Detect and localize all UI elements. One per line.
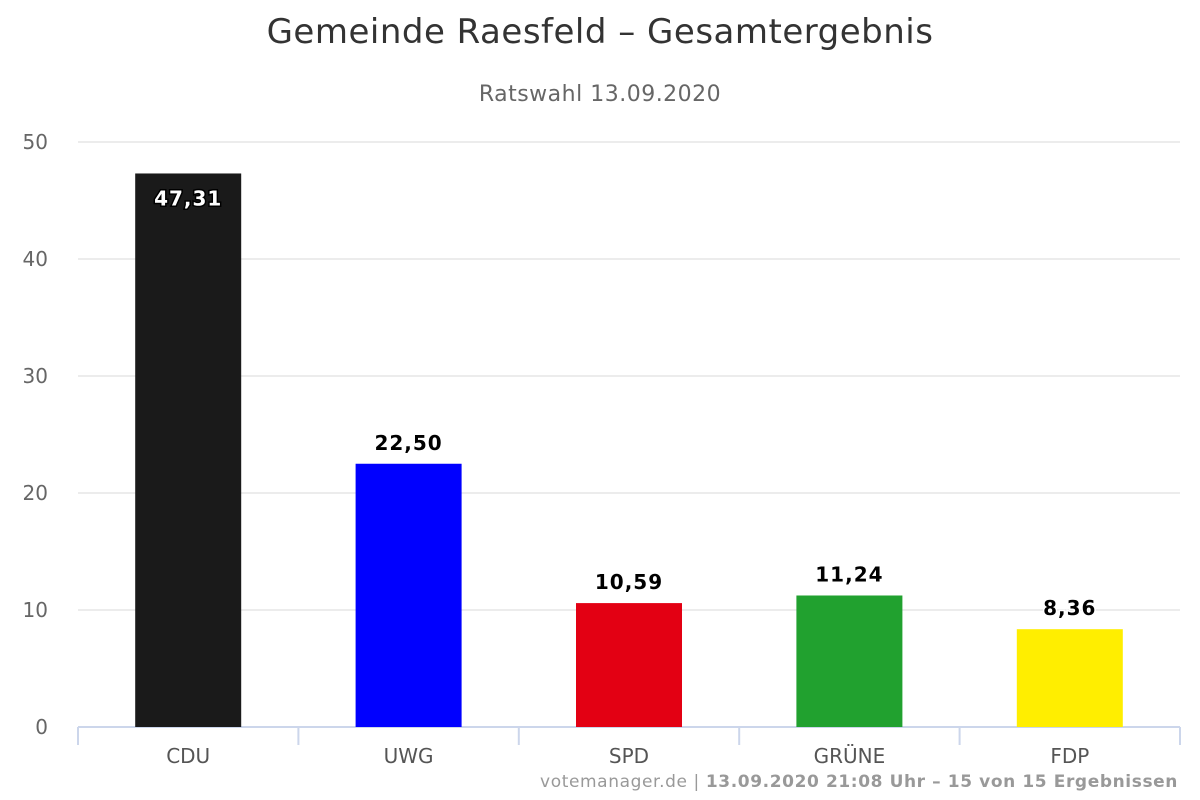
bar [576, 603, 682, 727]
x-tick-label: GRÜNE [814, 744, 886, 768]
data-label: 10,59 [595, 570, 663, 594]
y-tick-label: 50 [23, 130, 48, 154]
credits-status: 13.09.2020 21:08 Uhr – 15 von 15 Ergebni… [705, 772, 1178, 792]
y-tick-label: 30 [23, 364, 48, 388]
chart-title: Gemeinde Raesfeld – Gesamtergebnis [266, 12, 934, 52]
data-label: 8,36 [1043, 596, 1096, 620]
data-label: 22,50 [374, 431, 442, 455]
credits[interactable]: votemanager.de | 13.09.2020 21:08 Uhr – … [540, 772, 1178, 792]
x-tick-label: UWG [384, 744, 434, 768]
bar [796, 595, 903, 727]
credits-separator: | [687, 772, 706, 792]
y-tick-label: 20 [23, 481, 48, 505]
y-tick-label: 10 [23, 598, 48, 622]
x-tick-label: CDU [166, 744, 210, 768]
y-tick-label: 40 [23, 247, 48, 271]
bar [1016, 629, 1123, 727]
y-tick-label: 0 [35, 715, 48, 739]
x-tick-label: FDP [1050, 744, 1089, 768]
data-label: 11,24 [815, 562, 883, 586]
x-tick-label: SPD [609, 744, 649, 768]
bar [355, 463, 462, 727]
bar [135, 173, 242, 727]
data-label: 47,31 [154, 186, 222, 210]
credits-source[interactable]: votemanager.de [540, 772, 688, 792]
chart-subtitle: Ratswahl 13.09.2020 [478, 82, 722, 107]
